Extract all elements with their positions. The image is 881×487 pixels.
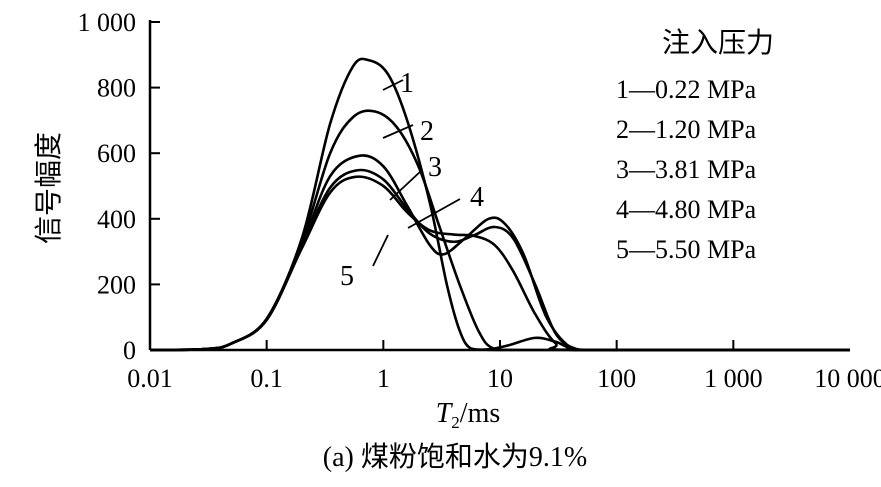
series-5-line [149,175,850,352]
chart-caption: (a) 煤粉饱和水为9.1% [323,441,587,473]
curve-1-label: 1 [400,68,414,99]
curve-4-leader-line [407,198,461,229]
series-2-line [149,109,850,352]
curve-2-leader-line [382,124,414,139]
y-tick-label: 600 [97,139,136,168]
x-tick-label: 100 [597,364,636,393]
y-axis-label: 信号幅度 [33,132,65,244]
y-tick-label: 200 [97,270,136,299]
x-tick-label: 0.01 [127,364,173,393]
curve-labels: 12 34 5 [340,68,484,292]
y-tick-label: 400 [97,205,136,234]
x-axis-label-unit: /ms [460,398,500,429]
curve-5-label: 5 [340,261,354,292]
curve-4-label: 4 [470,182,484,213]
curve-5-leader-line [372,234,389,267]
y-tick-label: 800 [97,74,136,103]
x-axis-label-symbol: T [436,398,454,429]
legend-title: 注入压力 [662,27,774,59]
x-tick-label: 10 [487,364,513,393]
x-axis-label: T2/ms [436,398,501,432]
curve-2-label: 2 [420,116,434,147]
y-tick-label: 0 [123,336,136,365]
curve-3-label: 3 [428,152,442,183]
x-tick-label: 0.1 [250,364,283,393]
x-tick-label: 1 [377,364,390,393]
x-tick-label: 10 000 [814,364,881,393]
x-axis-label-subscript: 2 [451,413,460,432]
curve-3-leader-line [389,169,423,201]
legend: 注入压力 1—0.22 MPa 2—1.20 MPa 3—3.81 MPa 4—… [616,27,774,264]
x-tick-label: 1 000 [704,364,763,393]
legend-entry: 5—5.50 MPa [616,235,757,264]
curves [149,57,850,352]
y-tick-label: 1 000 [78,8,137,37]
legend-entry: 4—4.80 MPa [616,195,757,224]
axes: 0 200 400 600 800 1 000 0.01 0.1 1 10 100 1 000 10 0… [78,8,881,393]
legend-entry: 1—0.22 MPa [616,75,757,104]
curve-1-leader-line [382,79,404,91]
legend-entry: 3—3.81 MPa [616,155,757,184]
legend-entry: 2—1.20 MPa [616,115,757,144]
